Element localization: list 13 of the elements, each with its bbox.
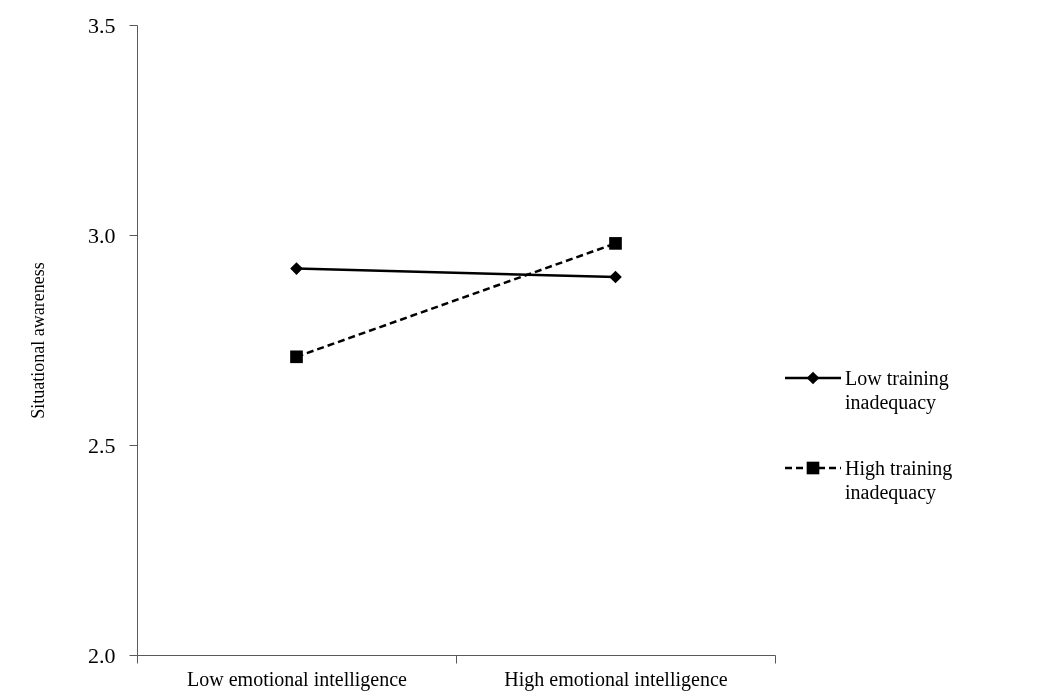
point [609, 270, 622, 284]
point [290, 262, 303, 275]
y-tick-label: 2.5 [88, 432, 116, 458]
point [290, 350, 303, 364]
legend-label: Low training inadequacy [845, 367, 949, 414]
x-tick-label: High emotional intelligence [504, 667, 728, 691]
point [609, 237, 622, 250]
y-axis-title: Situational awareness [28, 262, 48, 419]
x-tick-label: Low emotional intelligence [187, 667, 408, 691]
y-tick-label: 2.0 [88, 642, 116, 668]
y-tick-label: 3.5 [88, 12, 116, 38]
legend-label: High training inadequacy [845, 457, 953, 504]
y-tick-label: 3.0 [88, 222, 116, 248]
